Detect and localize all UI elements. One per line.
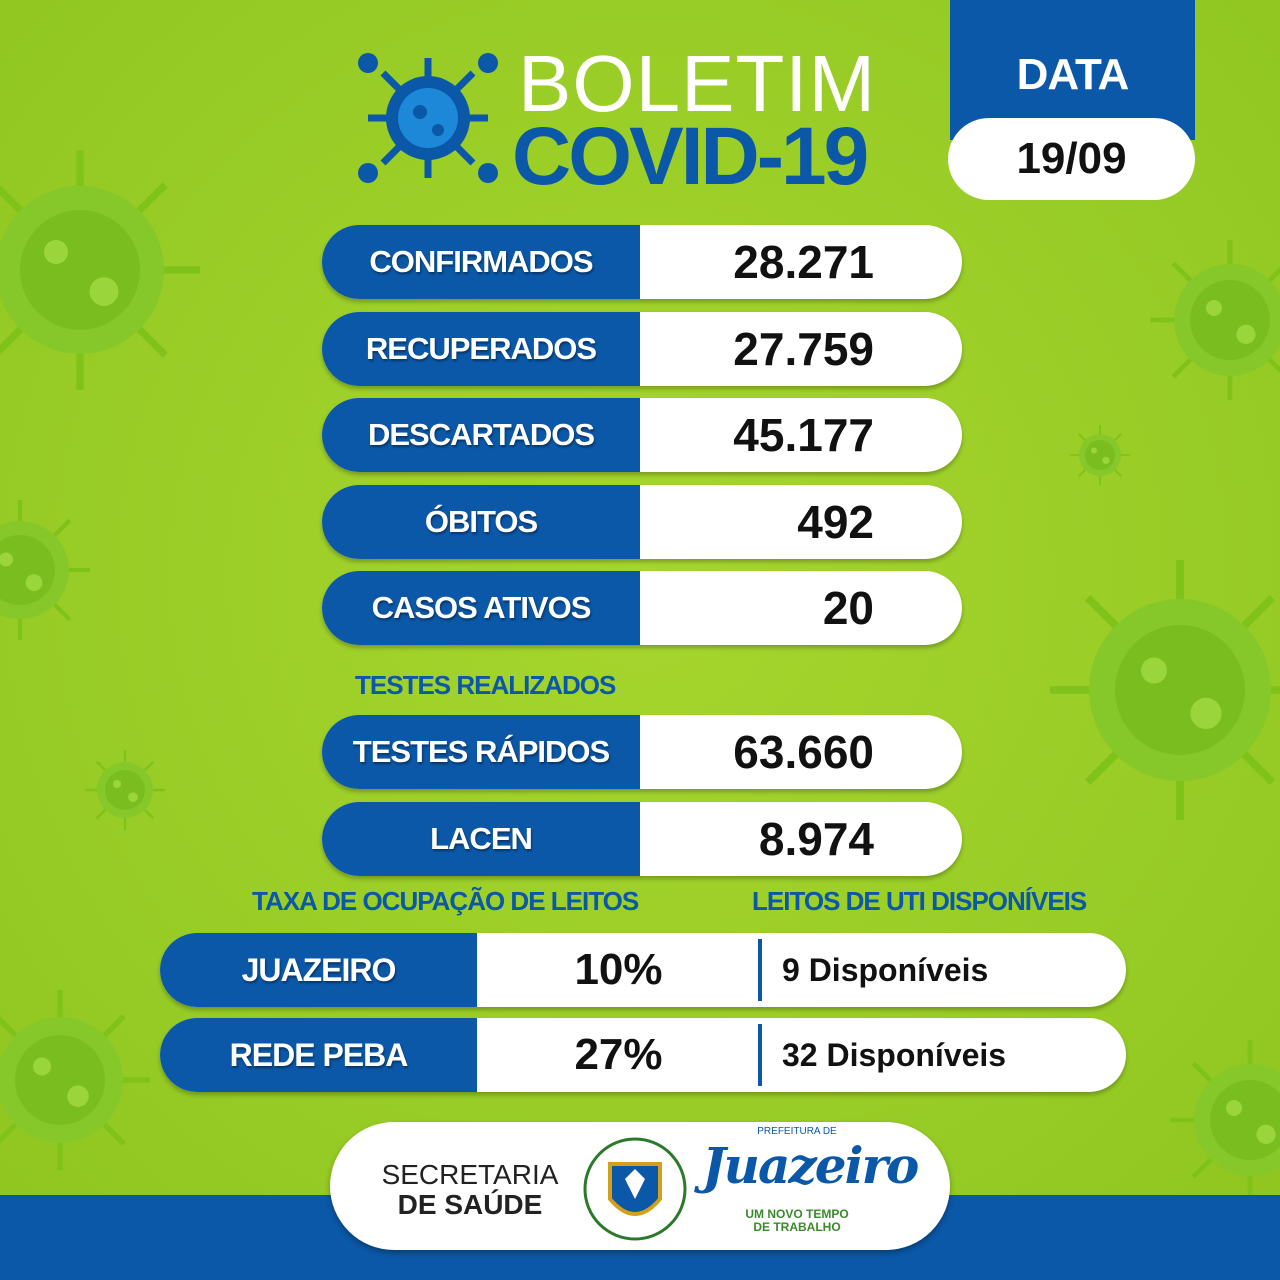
indicator-row: CONFIRMADOS 28.271	[322, 225, 962, 299]
indicator-row: DESCARTADOS 45.177	[322, 398, 962, 472]
indicator-row-value: 45.177	[733, 409, 874, 461]
indicator-row-label: ÓBITOS	[322, 484, 640, 559]
slogan-line: UM NOVO TEMPO	[745, 1207, 849, 1221]
indicator-row-value: 20	[822, 582, 874, 634]
crest	[583, 1137, 687, 1241]
divider	[758, 1024, 762, 1086]
test-row: LACEN 8.974	[322, 801, 962, 876]
footer: SECRETARIA DE SAÚDE PREFEITURA DE Juazei…	[330, 1122, 950, 1250]
test-row-value: 63.660	[733, 726, 874, 778]
slogan-line: DE TRABALHO	[753, 1220, 841, 1234]
test-row-label: TESTES RÁPIDOS	[322, 715, 640, 789]
date-value: 19/09	[948, 118, 1195, 200]
bed-occupancy: 10%	[574, 945, 663, 994]
indicator-row-label: CONFIRMADOS	[322, 225, 640, 299]
department-line: SECRETARIA	[381, 1159, 559, 1190]
test-row: TESTES RÁPIDOS 63.660	[322, 715, 962, 789]
subtitle: COVID-19	[512, 111, 869, 202]
indicator-row-label: DESCARTADOS	[322, 398, 640, 472]
tests-title: TESTES REALIZADOS	[355, 670, 616, 700]
bed-occupancy: 27%	[574, 1030, 663, 1079]
indicator-row-label: RECUPERADOS	[322, 311, 640, 386]
indicator-row-label: CASOS ATIVOS	[322, 571, 640, 645]
indicator-row: RECUPERADOS 27.759	[322, 311, 962, 386]
icu-title: LEITOS DE UTI DISPONÍVEIS	[752, 886, 1087, 916]
indicator-row: ÓBITOS 492	[322, 484, 962, 559]
title: BOLETIM	[518, 39, 877, 128]
bed-name: JUAZEIRO	[160, 933, 477, 1007]
bed-row: JUAZEIRO 10% 9 Disponíveis	[160, 933, 1126, 1007]
department-line: DE SAÚDE	[397, 1189, 543, 1220]
bed-available: 9 Disponíveis	[782, 951, 989, 988]
indicator-row: CASOS ATIVOS 20	[322, 571, 962, 645]
occupancy-title: TAXA DE OCUPAÇÃO DE LEITOS	[252, 886, 639, 916]
test-row-value: 8.974	[758, 812, 874, 865]
city-logo: Juazeiro	[702, 1136, 919, 1195]
slogan: UM NOVO TEMPO DE TRABALHO	[722, 1208, 872, 1234]
divider	[758, 939, 762, 1001]
test-row-label: LACEN	[322, 801, 640, 876]
bed-name: REDE PEBA	[160, 1018, 477, 1092]
indicator-row-value: 27.759	[733, 322, 874, 375]
prefecture: PREFEITURA DE	[757, 1126, 837, 1137]
indicator-row-value: 28.271	[733, 236, 874, 288]
bed-available: 32 Disponíveis	[782, 1036, 1007, 1073]
date-label: DATA	[1016, 50, 1130, 99]
bed-row: REDE PEBA 27% 32 Disponíveis	[160, 1018, 1126, 1092]
indicator-row-value: 492	[797, 495, 874, 548]
department: SECRETARIA DE SAÚDE	[380, 1160, 560, 1220]
